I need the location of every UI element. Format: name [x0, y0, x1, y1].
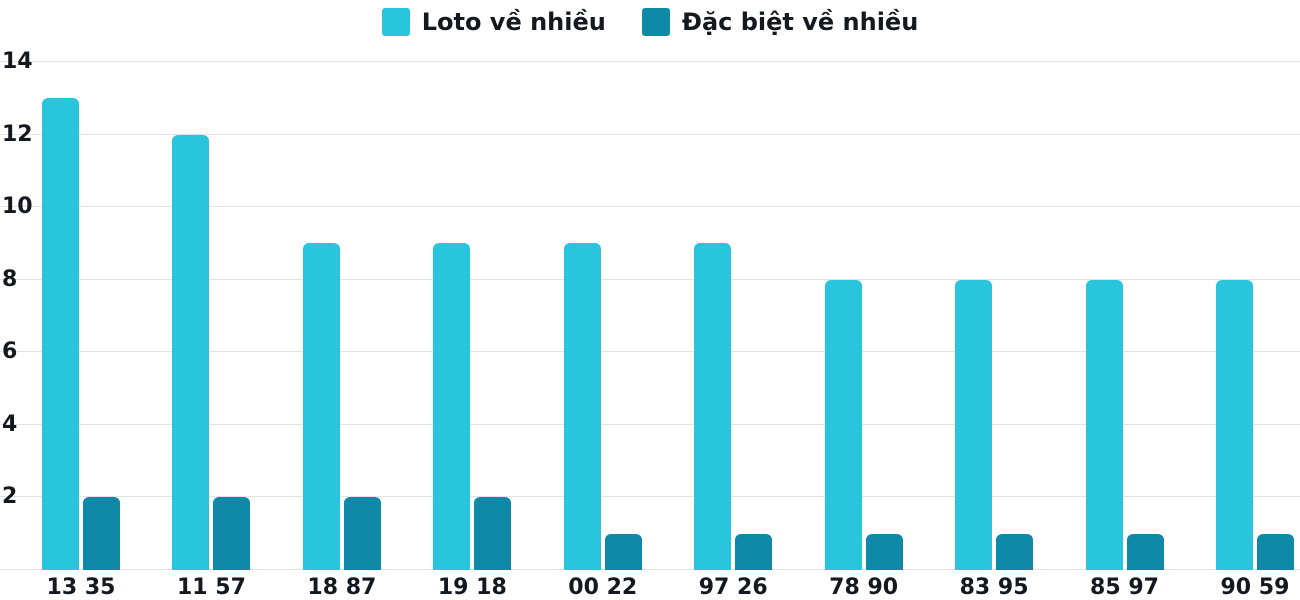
bar-loto[interactable]	[42, 98, 79, 570]
bar-dac-biet[interactable]	[213, 497, 251, 570]
bar-loto[interactable]	[1215, 279, 1253, 570]
x-axis-label: 18 87	[307, 575, 377, 600]
bar-group: 11 57	[172, 62, 251, 600]
bar-loto[interactable]	[694, 243, 732, 570]
x-axis-label: 19 18	[437, 575, 507, 600]
legend-item-dac-biet[interactable]: Đặc biệt về nhiều	[641, 8, 919, 36]
legend-label: Loto về nhiều	[421, 8, 606, 36]
bar-dac-biet[interactable]	[343, 497, 381, 570]
bar-dac-biet[interactable]	[1256, 533, 1294, 570]
bar-group: 85 97	[1085, 62, 1164, 600]
bar-dac-biet[interactable]	[865, 533, 903, 570]
bar-loto[interactable]	[824, 279, 862, 570]
bar-dac-biet[interactable]	[474, 497, 512, 570]
bar-dac-biet[interactable]	[83, 497, 120, 570]
x-axis-label: 78 90	[829, 575, 899, 600]
bar-loto[interactable]	[563, 243, 601, 570]
bar-group: 19 18	[433, 62, 512, 600]
bar-group: 78 90	[824, 62, 903, 600]
bar-dac-biet[interactable]	[735, 533, 773, 570]
bar-group: 18 87	[302, 62, 381, 600]
legend-swatch	[381, 8, 410, 36]
bar-group: 83 95	[955, 62, 1034, 600]
x-axis-label: 11 57	[176, 575, 246, 600]
bar-group: 90 59	[1215, 62, 1294, 600]
x-axis-label: 85 97	[1090, 575, 1159, 600]
plot-area: 14 12 10 8 6 4 2 13 35 11 57 18 87 19 18 00 22 97 2…	[0, 51, 1300, 600]
bars-layer: 13 35 11 57 18 87 19 18 00 22 97 26 78 90 83 95…	[0, 62, 1300, 600]
bar-dac-biet[interactable]	[604, 533, 642, 570]
x-axis-label: 13 35	[46, 575, 116, 600]
x-axis-label: 83 95	[959, 575, 1029, 600]
legend-item-loto[interactable]: Loto về nhiều	[381, 8, 606, 36]
x-axis-label: 97 26	[698, 575, 768, 600]
bar-loto[interactable]	[172, 134, 210, 570]
bar-loto[interactable]	[302, 243, 340, 570]
bar-group: 97 26	[694, 62, 773, 600]
x-axis-label: 00 22	[568, 575, 638, 600]
legend-swatch	[641, 8, 670, 36]
bar-dac-biet[interactable]	[996, 533, 1034, 570]
x-axis-label: 90 59	[1220, 575, 1290, 600]
bar-group: 00 22	[563, 62, 642, 600]
chart-legend: Loto về nhiều Đặc biệt về nhiều	[0, 8, 1300, 36]
bar-dac-biet[interactable]	[1126, 533, 1164, 570]
bar-loto[interactable]	[1085, 279, 1123, 570]
bar-loto[interactable]	[955, 279, 993, 570]
legend-label: Đặc biệt về nhiều	[681, 8, 919, 36]
bar-loto[interactable]	[433, 243, 471, 570]
bar-group: 13 35	[42, 62, 120, 600]
